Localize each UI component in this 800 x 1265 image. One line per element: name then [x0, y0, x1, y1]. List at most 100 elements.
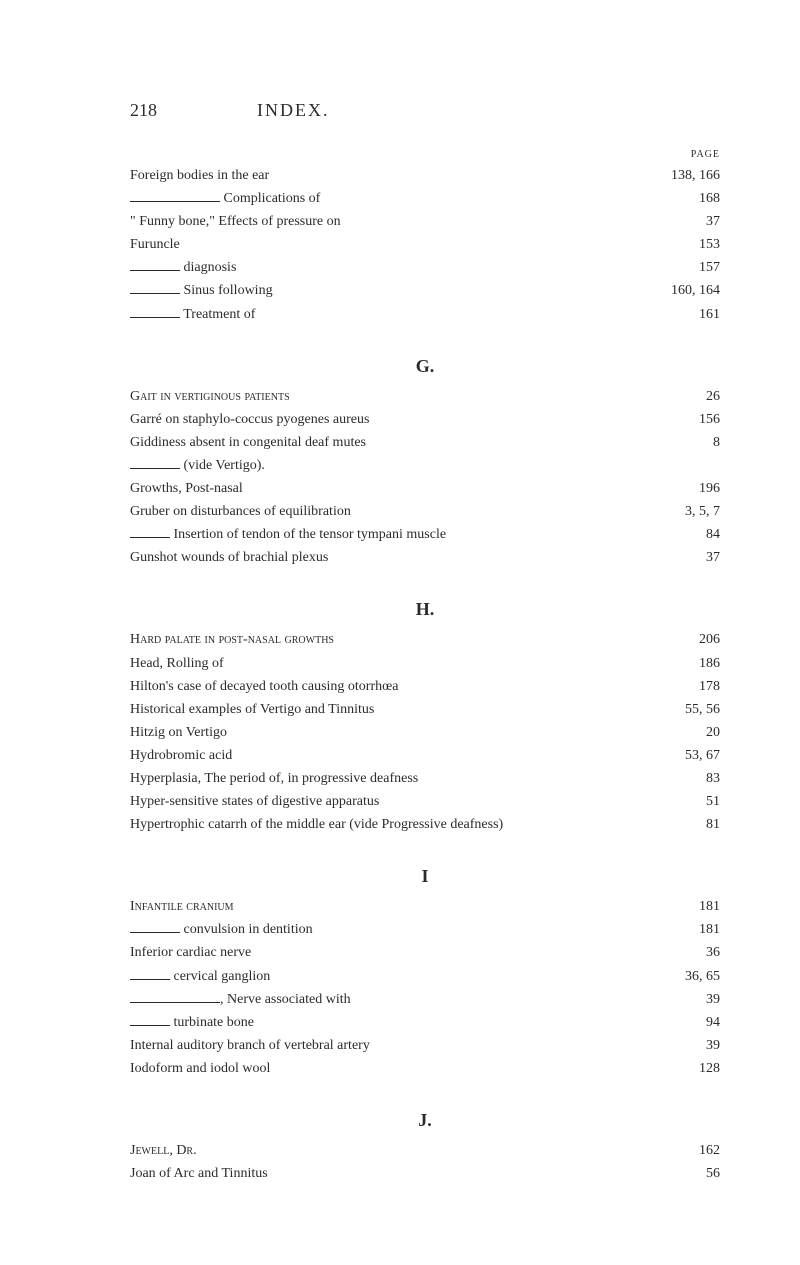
entry-text: Head, Rolling of	[130, 652, 224, 675]
leader-dots	[258, 1012, 656, 1026]
index-entry: cervical ganglion36, 65	[130, 965, 720, 988]
index-entry: turbinate bone 94	[130, 1011, 720, 1034]
entry-page: 186	[660, 652, 720, 675]
leader-dots	[402, 676, 656, 690]
entry-text: convulsion in dentition	[180, 918, 313, 941]
index-entry: , Nerve associated with 39	[130, 988, 720, 1011]
entry-page: 39	[660, 988, 720, 1011]
entry-text: (vide Vertigo).	[180, 454, 265, 477]
index-entry: Insertion of tendon of the tensor tympan…	[130, 523, 720, 546]
entry-text: Foreign bodies in the ear	[130, 164, 269, 187]
entry-page: 56	[660, 1162, 720, 1185]
entry-page: 83	[660, 767, 720, 790]
entry-text: Hard palate in post-nasal growths	[130, 628, 334, 651]
index-entry: (vide Vertigo).	[130, 454, 720, 477]
entry-page: 81	[660, 813, 720, 836]
section-letter-h: H.	[130, 599, 720, 620]
leader-dots	[236, 745, 656, 759]
page-column-label: PAGE	[130, 149, 720, 160]
leader-dots	[238, 896, 656, 910]
entry-page: 37	[660, 210, 720, 233]
index-entry: Gunshot wounds of brachial plexus37	[130, 546, 720, 569]
entry-text: Gunshot wounds of brachial plexus	[130, 546, 328, 569]
entry-page: 36	[660, 941, 720, 964]
entry-text: " Funny bone," Effects of pressure on	[130, 210, 341, 233]
leader-dots	[355, 989, 656, 1003]
index-entry: convulsion in dentition181	[130, 918, 720, 941]
entry-page: 162	[660, 1139, 720, 1162]
leader-dots	[231, 722, 656, 736]
entry-page: 51	[660, 790, 720, 813]
index-entry: Gruber on disturbances of equilibration 3…	[130, 500, 720, 523]
entry-text: Gait in vertiginous patients	[130, 385, 290, 408]
leader-dots	[374, 1035, 656, 1049]
entry-text: Inferior cardiac nerve	[130, 941, 251, 964]
index-entry: Head, Rolling of 186	[130, 652, 720, 675]
leader-dots	[370, 432, 656, 446]
entry-page: 196	[660, 477, 720, 500]
leader-dots	[355, 501, 656, 515]
entry-text: Hyperplasia, The period of, in progressi…	[130, 767, 418, 790]
index-entry: Historical examples of Vertigo and Tinni…	[130, 698, 720, 721]
entry-page: 55, 56	[660, 698, 720, 721]
leader-dots	[201, 1140, 656, 1154]
entries-block-h: Hard palate in post-nasal growths206Head…	[130, 628, 720, 836]
entry-page: 168	[660, 187, 720, 210]
continuation-rule	[130, 924, 180, 934]
leader-dots	[274, 1058, 656, 1072]
entry-text: Giddiness absent in congenital deaf mute…	[130, 431, 366, 454]
index-entry: Hyper-sensitive states of digestive appa…	[130, 790, 720, 813]
entry-text: diagnosis	[180, 256, 236, 279]
entry-text: Gruber on disturbances of equilibration	[130, 500, 351, 523]
leader-dots	[317, 919, 656, 933]
entry-text: Treatment of	[180, 303, 255, 326]
index-entry: Infantile cranium 181	[130, 895, 720, 918]
section-letter-j: J.	[130, 1110, 720, 1131]
continuation-rule	[130, 970, 170, 980]
entry-text: Sinus following	[180, 279, 273, 302]
entries-block-j: Jewell, Dr. 162 Joan of Arc and Tinnitus 56	[130, 1139, 720, 1185]
leader-dots	[383, 791, 656, 805]
index-entry: Hypertrophic catarrh of the middle ear (…	[130, 813, 720, 836]
entry-text: Infantile cranium	[130, 895, 234, 918]
leader-dots	[345, 211, 656, 225]
index-entry: Giddiness absent in congenital deaf mute…	[130, 431, 720, 454]
index-entry: Garré on staphylo-coccus pyogenes aureus…	[130, 408, 720, 431]
entry-page: 94	[660, 1011, 720, 1034]
entry-text: Complications of	[220, 187, 320, 210]
leader-dots	[184, 234, 656, 248]
index-entry: Hydrobromic acid 53, 67	[130, 744, 720, 767]
leader-dots	[450, 524, 656, 538]
entry-text: Hydrobromic acid	[130, 744, 232, 767]
leader-dots	[273, 165, 656, 179]
leader-dots	[294, 386, 656, 400]
continuation-rule	[130, 192, 220, 202]
entry-text: Internal auditory branch of vertebral ar…	[130, 1034, 370, 1057]
continuation-rule	[130, 285, 180, 295]
entry-text: Jewell, Dr.	[130, 1139, 197, 1162]
entry-text: , Nerve associated with	[220, 988, 351, 1011]
leader-dots	[274, 966, 656, 980]
page-header: 218 INDEX.	[130, 100, 720, 121]
entry-text: Joan of Arc and Tinnitus	[130, 1162, 268, 1185]
leader-dots	[332, 547, 656, 561]
entry-page: 156	[660, 408, 720, 431]
entry-page: 3, 5, 7	[660, 500, 720, 523]
index-page: 218 INDEX. PAGE Foreign bodies in the ea…	[0, 0, 800, 1265]
entry-text: turbinate bone	[170, 1011, 254, 1034]
entry-page: 26	[660, 385, 720, 408]
leader-dots	[272, 1163, 656, 1177]
entry-page: 36, 65	[660, 965, 720, 988]
entry-page: 181	[660, 895, 720, 918]
section-letter-i: I	[130, 866, 720, 887]
continuation-rule	[130, 262, 180, 272]
entry-page: 39	[660, 1034, 720, 1057]
entry-page: 157	[660, 256, 720, 279]
index-entry: Foreign bodies in the ear138, 166	[130, 164, 720, 187]
entry-page: 53, 67	[660, 744, 720, 767]
leader-dots	[422, 768, 656, 782]
header-title: INDEX.	[257, 100, 330, 121]
index-entry: Treatment of161	[130, 303, 720, 326]
index-entry: Sinus following160, 164	[130, 279, 720, 302]
index-entry: Inferior cardiac nerve 36	[130, 941, 720, 964]
